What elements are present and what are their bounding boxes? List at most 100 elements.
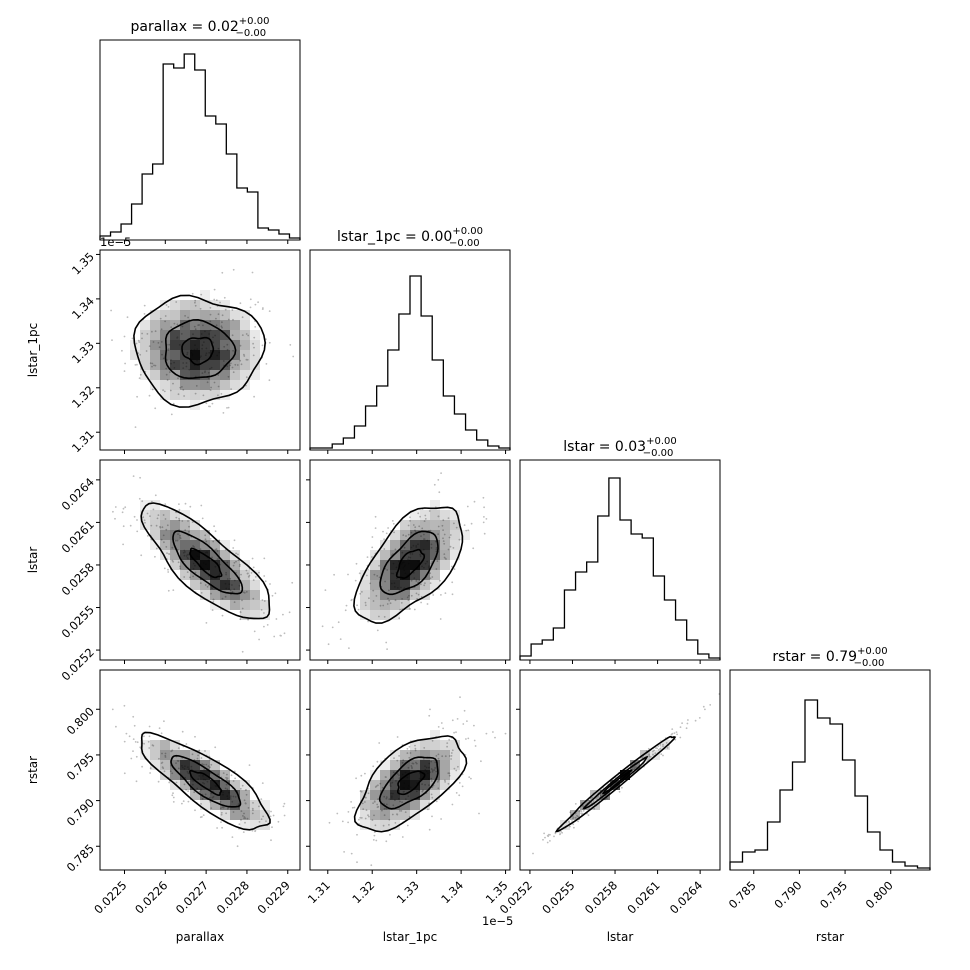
sample-point: [324, 589, 327, 591]
density-cell: [400, 590, 410, 600]
sample-point: [252, 802, 254, 804]
sample-point: [124, 506, 127, 509]
sample-point: [205, 763, 208, 766]
sample-point: [163, 567, 166, 570]
sample-point: [423, 520, 426, 522]
density-cell: [420, 790, 430, 800]
sample-point: [431, 796, 434, 799]
sample-point: [405, 535, 407, 537]
sample-point: [254, 830, 256, 833]
sample-point: [262, 815, 264, 818]
sample-point: [252, 809, 254, 812]
sample-point: [149, 767, 152, 769]
sample-point: [167, 571, 170, 573]
x-tick-label: 0.800: [863, 878, 896, 911]
sample-point: [209, 313, 212, 316]
sample-point: [162, 389, 165, 392]
density-cell: [430, 750, 440, 760]
sample-point: [137, 339, 140, 342]
hist-bin: [805, 700, 818, 870]
sample-point: [694, 719, 697, 722]
density-cell: [180, 780, 190, 790]
hist-bin: [576, 572, 587, 660]
sample-point: [364, 601, 367, 604]
hist-panel-lstar_1pc: [309, 249, 511, 451]
sample-point: [543, 832, 545, 835]
density-cell: [450, 550, 460, 560]
sample-point: [176, 539, 179, 542]
density-cell: [230, 310, 240, 320]
sample-point: [136, 530, 139, 533]
sample-point: [439, 579, 441, 582]
sample-point: [188, 525, 190, 528]
density-cell: [220, 590, 230, 600]
sample-point: [442, 727, 444, 730]
x-tick-label: 0.0255: [539, 878, 577, 916]
density-cell: [360, 820, 370, 830]
density-cell: [390, 610, 400, 620]
hist-bin: [830, 724, 843, 870]
sample-point: [388, 599, 391, 602]
hist-bin: [153, 164, 164, 240]
sample-point: [161, 526, 164, 529]
density-cell: [380, 610, 390, 620]
sample-point: [344, 609, 347, 612]
density-cell: [400, 580, 410, 590]
sample-point: [429, 708, 431, 711]
sample-point: [208, 405, 210, 408]
sample-point: [229, 362, 232, 365]
sample-point: [406, 752, 409, 754]
sample-point: [482, 496, 485, 499]
density-cell: [230, 810, 240, 820]
sample-point: [181, 802, 183, 805]
sample-point: [145, 350, 148, 352]
sample-point: [164, 320, 167, 323]
sample-point: [175, 516, 178, 519]
sample-point: [249, 298, 252, 301]
density-cell: [150, 360, 160, 370]
sample-point: [437, 726, 440, 728]
sample-point: [237, 559, 240, 562]
sample-point: [377, 798, 379, 800]
sample-point: [402, 534, 405, 536]
sample-point: [450, 565, 453, 568]
sample-point: [235, 552, 238, 555]
sample-point: [222, 772, 225, 774]
sample-point: [618, 790, 621, 793]
sample-point: [216, 827, 219, 829]
density-cell: [180, 370, 190, 380]
sample-point: [162, 514, 165, 516]
density-cell: [170, 350, 180, 360]
sample-point: [448, 774, 451, 777]
sample-point: [186, 571, 189, 573]
density-cell: [440, 780, 450, 790]
sample-point: [217, 394, 219, 397]
density-cell: [450, 530, 460, 540]
sample-point: [254, 326, 257, 328]
sample-point: [169, 371, 171, 373]
density-cell: [190, 390, 200, 400]
sample-point: [356, 604, 358, 607]
sample-point: [359, 592, 361, 595]
x-tick-label: 0.0229: [255, 878, 293, 916]
sample-point: [243, 799, 246, 802]
sample-point: [185, 743, 188, 745]
sample-point: [393, 531, 395, 534]
sample-point: [178, 508, 181, 511]
scatter-panel-parallax-vs-lstar_1pc: [99, 249, 301, 451]
sample-point: [381, 786, 384, 789]
sample-point: [317, 667, 319, 669]
histogram-parallax: [99, 53, 301, 240]
sample-point: [132, 475, 135, 477]
density-cell: [190, 750, 200, 760]
density-cell: [180, 540, 190, 550]
density-cell: [190, 550, 200, 560]
sample-point: [182, 389, 185, 391]
hist-bin: [163, 64, 174, 240]
sample-point: [442, 519, 445, 522]
x-tick-label: 0.0226: [132, 878, 170, 916]
sample-point: [440, 818, 442, 820]
sample-point: [185, 789, 188, 791]
sample-point: [350, 661, 352, 663]
sample-point: [133, 515, 136, 518]
